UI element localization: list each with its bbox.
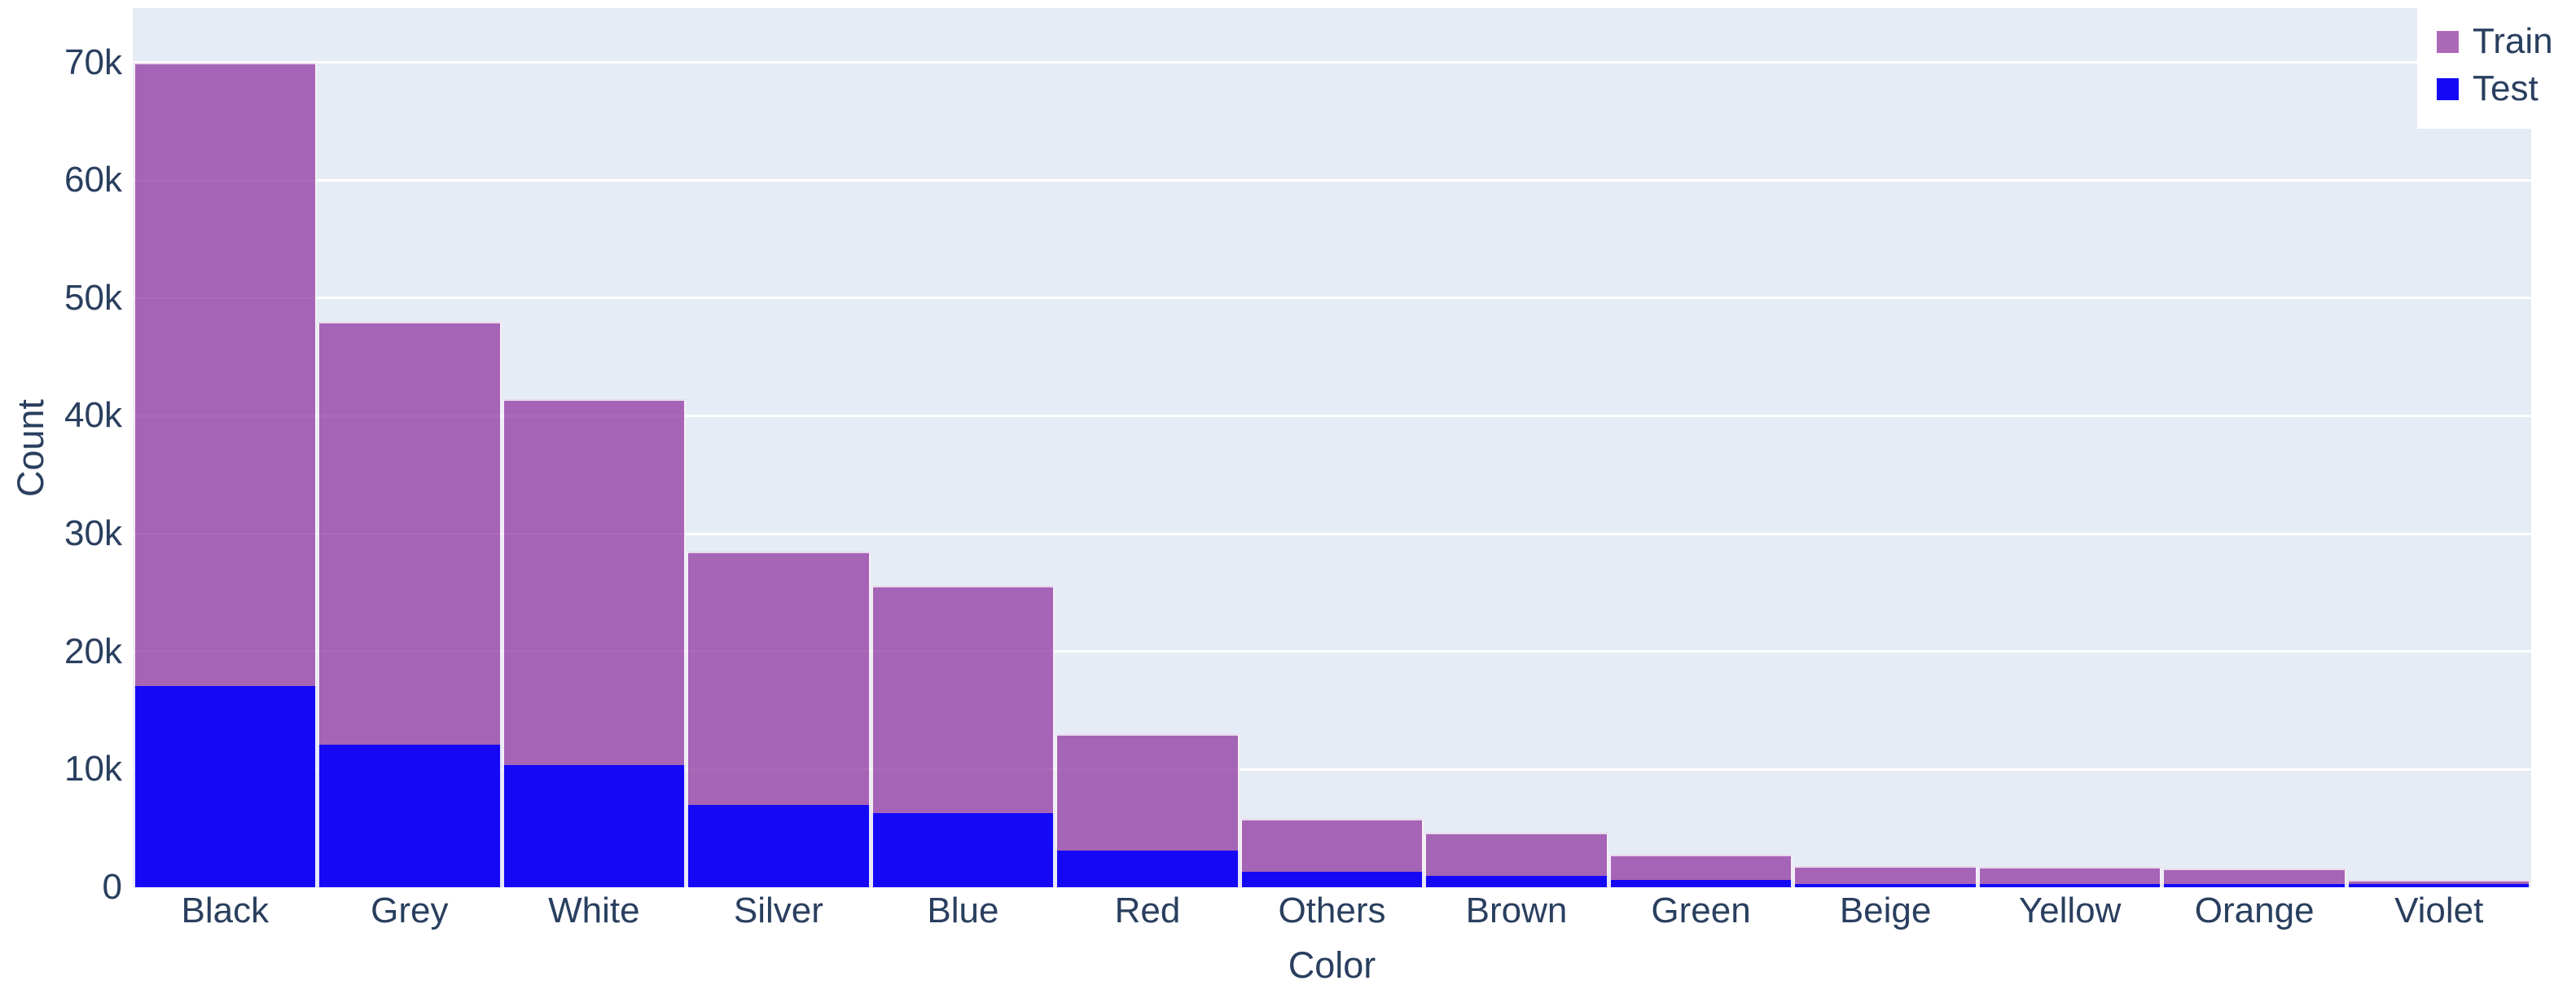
x-tick-red: Red bbox=[1114, 891, 1181, 930]
legend-swatch-train bbox=[2437, 30, 2459, 53]
x-tick-grey: Grey bbox=[371, 891, 449, 930]
bar-test-silver[interactable] bbox=[687, 804, 871, 887]
bar-test-others[interactable] bbox=[1240, 872, 1424, 887]
bar-test-green[interactable] bbox=[1608, 879, 1793, 887]
legend-label: Train bbox=[2473, 21, 2553, 61]
y-tick-60k: 60k bbox=[64, 160, 122, 200]
bar-test-blue[interactable] bbox=[871, 812, 1055, 887]
bar-test-white[interactable] bbox=[502, 764, 687, 887]
y-tick-40k: 40k bbox=[64, 395, 122, 436]
y-tick-0: 0 bbox=[102, 867, 122, 907]
x-tick-white: White bbox=[548, 891, 640, 930]
gridline-10k bbox=[133, 767, 2531, 771]
x-tick-black: Black bbox=[181, 891, 270, 930]
bar-train-violet[interactable] bbox=[2346, 880, 2531, 887]
bar-test-red[interactable] bbox=[1055, 851, 1240, 887]
y-axis-title: Count bbox=[10, 398, 51, 498]
x-axis-title: Color bbox=[1288, 944, 1376, 986]
legend-swatch-test bbox=[2437, 77, 2459, 100]
gridline-20k bbox=[133, 650, 2531, 653]
gridline-30k bbox=[133, 532, 2531, 535]
bar-train-beige[interactable] bbox=[1793, 865, 1977, 887]
bar-test-brown[interactable] bbox=[1424, 875, 1608, 887]
bar-test-violet[interactable] bbox=[2346, 884, 2531, 887]
x-tick-orange: Orange bbox=[2194, 891, 2315, 930]
gridline-60k bbox=[133, 178, 2531, 182]
legend-item-train[interactable]: Train bbox=[2437, 18, 2576, 65]
bar-train-orange[interactable] bbox=[2162, 868, 2346, 887]
bar-test-orange[interactable] bbox=[2162, 884, 2346, 887]
legend-label: Test bbox=[2473, 68, 2539, 108]
bar-test-beige[interactable] bbox=[1793, 883, 1977, 887]
bar-test-yellow[interactable] bbox=[1977, 883, 2162, 887]
plot-area[interactable] bbox=[133, 8, 2531, 887]
x-tick-brown: Brown bbox=[1465, 891, 1568, 930]
bar-test-grey[interactable] bbox=[318, 745, 502, 887]
gridline-50k bbox=[133, 297, 2531, 300]
x-tick-others: Others bbox=[1278, 891, 1386, 930]
y-tick-30k: 30k bbox=[64, 513, 122, 554]
bar-test-black[interactable] bbox=[133, 685, 318, 887]
legend: Train Test bbox=[2417, 5, 2576, 129]
bar-train-yellow[interactable] bbox=[1977, 867, 2162, 887]
x-tick-silver: Silver bbox=[733, 891, 823, 930]
x-tick-green: Green bbox=[1651, 891, 1751, 930]
y-tick-70k: 70k bbox=[64, 42, 122, 82]
y-tick-50k: 50k bbox=[64, 277, 122, 318]
y-tick-20k: 20k bbox=[64, 631, 122, 671]
x-tick-violet: Violet bbox=[2394, 891, 2484, 930]
x-tick-beige: Beige bbox=[1839, 891, 1932, 930]
y-tick-10k: 10k bbox=[64, 749, 122, 789]
legend-item-test[interactable]: Test bbox=[2437, 65, 2576, 112]
gridline-70k bbox=[133, 61, 2531, 64]
x-tick-yellow: Yellow bbox=[2018, 891, 2122, 930]
gridline-40k bbox=[133, 414, 2531, 417]
x-tick-blue: Blue bbox=[927, 891, 999, 930]
